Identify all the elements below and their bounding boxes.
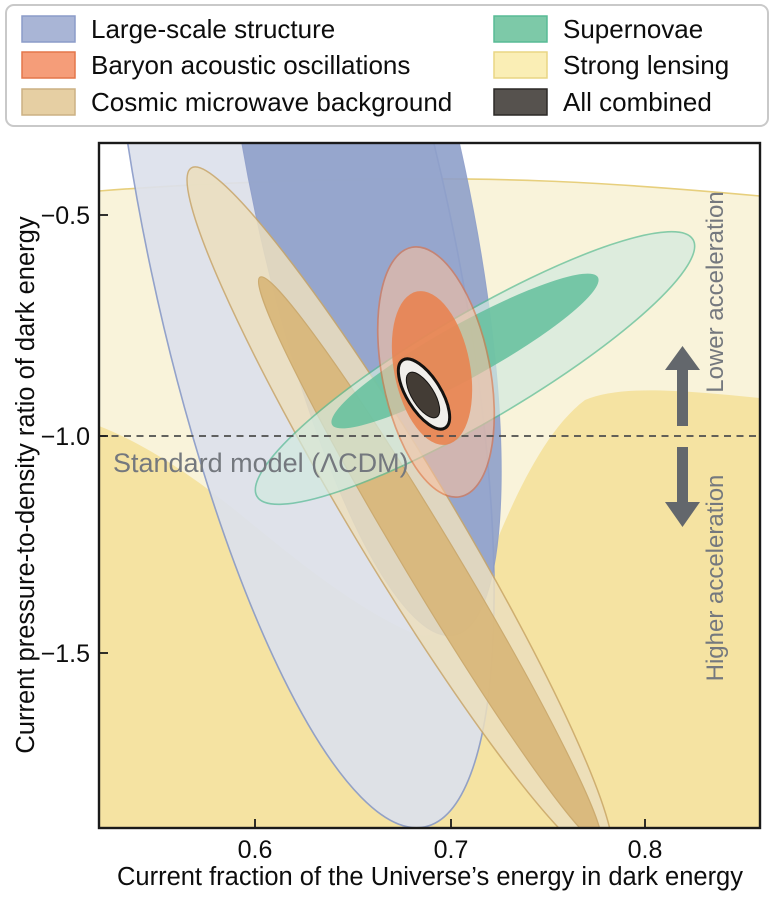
legend-label-lss: Large-scale structure [91,14,336,45]
legend-label-lensing: Strong lensing [563,50,730,81]
legend-swatch-lss-icon [21,15,76,43]
legend-label-supernovae: Supernovae [563,14,704,45]
legend-swatch-lensing-icon [493,51,548,80]
axis-ticks [99,214,646,828]
legend-label-bao: Baryon acoustic oscillations [91,50,411,81]
up-arrow-head [665,346,700,370]
standard-model-label: Standard model (ΛCDM) [113,448,409,478]
down-arrow-shaft [677,447,688,504]
legend-label-cmb: Cosmic microwave background [91,86,453,117]
y-tick-label-2: −1.5 [41,640,90,668]
legend-item-supernovae: Supernovae [493,15,767,43]
down-arrow-head [665,502,700,527]
legend-item-cmb: Cosmic microwave background [21,88,493,116]
x-tick-label-1: 0.7 [434,836,469,864]
legend-swatch-combined [493,88,548,116]
y-axis-title: Current pressure-to-density ratio of dar… [12,216,40,753]
legend-swatch-lss [21,15,76,43]
legend-swatch-cmb [21,88,76,116]
x-tick-label-0: 0.6 [238,836,273,864]
legend-swatch-bao-icon [21,51,76,80]
higher-acceleration-arrow [665,447,700,527]
lower-acceleration-arrow [665,346,700,426]
legend-column-left: Large-scale structure Baryon acoustic os… [21,11,493,120]
legend-swatch-bao [21,51,76,80]
lensing-inner-region [99,390,760,828]
combined-inner-contour [405,371,441,419]
legend-item-large-scale-structure: Large-scale structure [21,15,493,43]
higher-acceleration-label: Higher acceleration [702,475,729,682]
legend-swatch-combined-icon [493,88,548,116]
y-tick-label-1: −1.0 [41,423,90,451]
legend-label-combined: All combined [563,86,712,117]
legend-item-strong-lensing: Strong lensing [493,50,767,81]
y-tick-label-0: −0.5 [41,202,90,230]
legend-swatch-supernovae-icon [493,15,548,43]
plot-frame [97,141,762,830]
legend-swatch-cmb-icon [21,88,76,116]
legend-swatch-supernovae [493,15,548,43]
lower-acceleration-label: Lower acceleration [702,191,729,392]
legend-column-right: Supernovae Strong lensing All combined [493,11,767,120]
up-arrow-shaft [677,368,688,426]
legend: Large-scale structure Baryon acoustic os… [5,4,769,127]
legend-item-all-combined: All combined [493,88,767,116]
legend-item-bao: Baryon acoustic oscillations [21,50,493,81]
x-axis-title: Current fraction of the Universe’s energ… [117,863,743,891]
legend-swatch-lensing [493,51,548,80]
x-tick-label-2: 0.8 [628,836,663,864]
